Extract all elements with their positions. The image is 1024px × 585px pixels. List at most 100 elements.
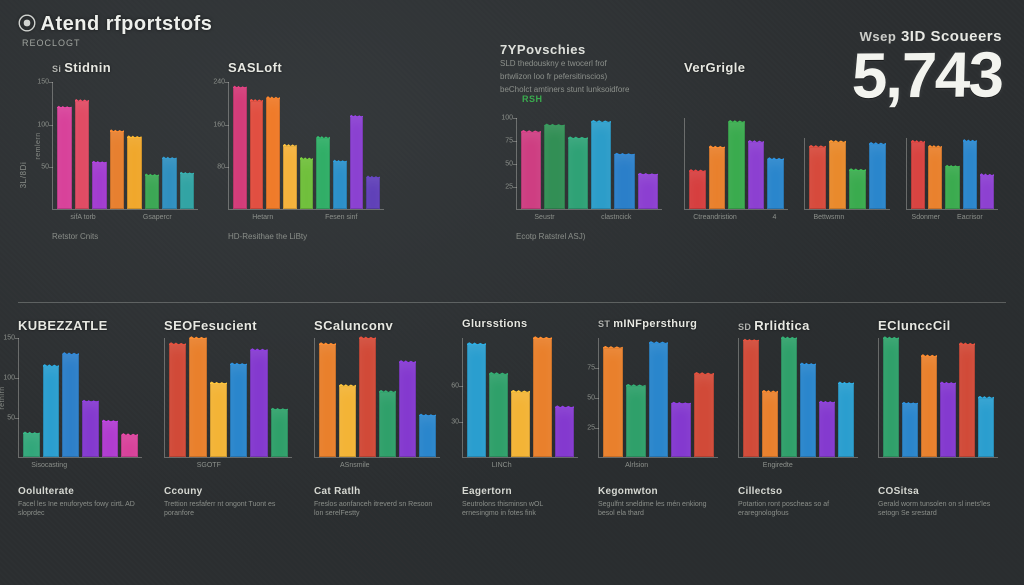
panel-title: KUBEZZATLE bbox=[18, 318, 146, 333]
bar bbox=[339, 386, 356, 457]
panel-title: EClunccCil bbox=[878, 318, 1002, 333]
bar bbox=[121, 435, 138, 457]
bar bbox=[210, 383, 227, 457]
bar-chart: 80160240HetarnFesen sinf bbox=[228, 82, 384, 210]
bar bbox=[162, 158, 177, 209]
bar bbox=[940, 383, 956, 457]
bars-container bbox=[229, 82, 384, 209]
bar bbox=[921, 356, 937, 457]
panel-title: SCalunconv bbox=[314, 318, 444, 333]
bars-container bbox=[685, 118, 788, 209]
x-axis-label: Sisocasting bbox=[31, 462, 67, 469]
bar bbox=[283, 146, 297, 210]
x-axis-label: clastncick bbox=[601, 214, 631, 221]
chart-panel: KUBEZZATLE50100150retnirnSisocastingOolu… bbox=[18, 318, 146, 568]
panel-footer-title: Eagertorn bbox=[462, 486, 512, 497]
y-tick-label: 240 bbox=[207, 79, 225, 86]
bar bbox=[75, 101, 90, 209]
bar bbox=[399, 362, 416, 457]
bar bbox=[23, 433, 40, 457]
bar bbox=[233, 87, 247, 209]
panel-caption: Ecotp Ratstrel ASJ) bbox=[516, 232, 585, 241]
bar bbox=[419, 415, 436, 457]
bars-container bbox=[19, 338, 142, 457]
x-axis-label: SGOTF bbox=[197, 462, 221, 469]
x-axis-label: Eacrisor bbox=[957, 214, 983, 221]
bar bbox=[250, 101, 264, 209]
x-axis-label: Sdonmer bbox=[912, 214, 940, 221]
bar bbox=[43, 366, 60, 457]
chart-panel: SEOFesucientSGOTFCcounyTrettion resfafer… bbox=[164, 318, 296, 568]
bar bbox=[694, 374, 714, 457]
bar bbox=[748, 142, 765, 209]
bars-container bbox=[463, 338, 578, 457]
panel-footer-desc: Seutrolons thisminsn wOL ernesingmo in f… bbox=[462, 500, 578, 518]
bar bbox=[762, 392, 778, 457]
bar bbox=[671, 403, 691, 457]
y-tick-label: 100 bbox=[0, 375, 15, 382]
bar bbox=[728, 122, 745, 209]
panel-footer-desc: Trettion resfaferr nt ongont Tuont es po… bbox=[164, 500, 292, 518]
bar bbox=[266, 98, 280, 209]
panel-title: ST mINFpersthurg bbox=[598, 318, 722, 330]
bar bbox=[649, 343, 669, 457]
chart-panel: SASLoft80160240HetarnFesen sinfHD-Resith… bbox=[228, 60, 388, 290]
page-subtitle: REOCLOGT bbox=[22, 38, 81, 48]
chart-row-bottom: KUBEZZATLE50100150retnirnSisocastingOolu… bbox=[18, 318, 1006, 568]
panel-footer-desc: Segulfnt sneldime les mén enkiong besol … bbox=[598, 500, 718, 518]
bar bbox=[467, 344, 486, 457]
panel-footer-desc: Potartion ront poscheas so af eraregnolo… bbox=[738, 500, 858, 518]
bar-chart: 255075100Seustrclastncick bbox=[516, 118, 662, 210]
chart-panel: RSH255075100SeustrclastncickEcotp Ratstr… bbox=[516, 60, 666, 290]
y-tick-label: 50 bbox=[495, 161, 513, 168]
bar-chart: Bettwsmn bbox=[804, 138, 890, 210]
y-tick-label: 30 bbox=[441, 419, 459, 426]
panel-footer-title: COSitsa bbox=[878, 486, 919, 497]
chart-panel: Sdonmer Eacrisor bbox=[906, 60, 1002, 290]
bar bbox=[626, 386, 646, 457]
bar bbox=[350, 116, 364, 209]
x-axis-label: Gsapercr bbox=[143, 214, 172, 221]
bar bbox=[533, 338, 552, 457]
bar bbox=[849, 170, 866, 209]
bar bbox=[92, 162, 107, 209]
panel-footer-title: Cat Ratlh bbox=[314, 486, 361, 497]
bars-container bbox=[53, 82, 198, 209]
x-axis-label: Seustr bbox=[534, 214, 554, 221]
bar bbox=[521, 132, 541, 209]
bar bbox=[359, 338, 376, 457]
bar bbox=[959, 344, 975, 457]
row-side-label: 3L/8Di bbox=[19, 162, 28, 189]
bar bbox=[829, 142, 846, 209]
y-tick-label: 80 bbox=[207, 164, 225, 171]
bar bbox=[379, 392, 396, 457]
chart-panel: Si Stidnin50100150remlernsifA torbGsaper… bbox=[52, 60, 202, 290]
page-title-text: Atend rfportstofs bbox=[41, 13, 213, 35]
bar-chart: 50100150retnirnSisocasting bbox=[18, 338, 142, 458]
chart-panel: SD RrlidticaEngiredteCillectsoPotartion … bbox=[738, 318, 862, 568]
bar bbox=[838, 383, 854, 457]
bar-chart: Ctreandristion4 bbox=[684, 118, 788, 210]
chart-rows: 3L/8Di Si Stidnin50100150remlernsifA tor… bbox=[18, 60, 1006, 573]
x-axis-label: Engiredte bbox=[763, 462, 793, 469]
panel-footer-title: Cillectso bbox=[738, 486, 782, 497]
bar bbox=[189, 338, 206, 457]
bar bbox=[127, 137, 142, 209]
chart-panel: Glursstions3060LINChEagertornSeutrolons … bbox=[462, 318, 582, 568]
bars-container bbox=[517, 118, 662, 209]
bar bbox=[800, 364, 816, 457]
bar bbox=[145, 175, 160, 209]
bar bbox=[319, 344, 336, 457]
bar bbox=[489, 374, 508, 457]
bars-container bbox=[739, 338, 858, 457]
bar bbox=[689, 171, 706, 209]
x-axis-label: Hetarn bbox=[252, 214, 273, 221]
bar bbox=[945, 166, 959, 209]
mid-header-title: 7YPovschies bbox=[500, 42, 720, 57]
chart-row-top: 3L/8Di Si Stidnin50100150remlernsifA tor… bbox=[18, 60, 1006, 290]
panel-title: VerGrigle bbox=[684, 60, 792, 75]
panel-caption: Retstor Cnits bbox=[52, 232, 98, 241]
bar bbox=[809, 147, 826, 209]
chart-panel: Bettwsmn bbox=[804, 60, 894, 290]
bars-container bbox=[907, 138, 998, 209]
